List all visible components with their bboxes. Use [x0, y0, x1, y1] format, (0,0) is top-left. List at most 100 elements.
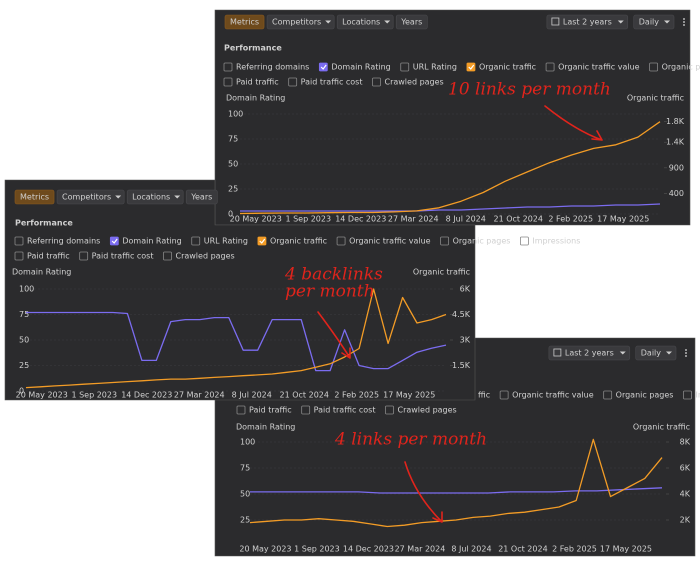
toolbar-button[interactable] — [224, 14, 265, 30]
toolbar-button[interactable] — [266, 14, 335, 30]
checkbox[interactable] — [683, 390, 692, 400]
checkbox-label: Paid traffic — [249, 406, 292, 415]
checkbox-label: Paid traffic cost — [314, 406, 376, 415]
x-tick-label: 21 Oct 2024 — [494, 215, 543, 224]
menu-dot — [685, 352, 687, 354]
toolbar-button[interactable] — [185, 189, 218, 205]
interval-button[interactable] — [633, 14, 675, 30]
series-line — [249, 438, 663, 528]
left-axis-title: Domain Rating — [226, 94, 285, 103]
checkbox[interactable] — [372, 77, 381, 87]
y-tick-label: 75 — [19, 310, 29, 319]
dropdown-caret — [174, 195, 181, 199]
annotation-arrow — [404, 461, 443, 523]
checkbox-label: Organic traffic value — [558, 63, 640, 72]
checkbox-label: Referring domains — [27, 237, 100, 246]
x-tick-label: 1 Sep 2023 — [71, 391, 117, 400]
toolbar-button[interactable] — [126, 189, 184, 205]
panel-background — [4, 179, 476, 401]
checkbox[interactable] — [223, 62, 233, 72]
annotation: per month — [285, 282, 375, 302]
menu-dot — [683, 24, 685, 26]
checkbox[interactable] — [79, 251, 89, 261]
menu-dot — [685, 349, 687, 351]
checkbox[interactable] — [163, 251, 172, 261]
toolbar-button[interactable] — [336, 14, 394, 30]
dropdown-caret — [664, 20, 670, 24]
right-axis-title: Organic traffic — [633, 423, 690, 432]
checkbox-label: URL Rating — [204, 237, 248, 246]
x-tick-label: 1 Sep 2023 — [285, 215, 331, 224]
checkbox-label: Impressions — [695, 391, 700, 400]
annotation: 4 links per month — [334, 430, 487, 450]
y2-tick-label: 1.5K — [452, 361, 471, 370]
y2-tick-label: 900 — [669, 163, 684, 172]
interval-button[interactable] — [635, 345, 677, 361]
check-mark — [259, 238, 266, 244]
checkbox[interactable] — [440, 236, 449, 246]
checkbox-label: Paid traffic cost — [301, 78, 363, 87]
checkbox[interactable] — [288, 77, 298, 87]
x-tick-label: 20 May 2023 — [16, 391, 68, 400]
check-mark — [468, 64, 475, 70]
checkbox[interactable] — [603, 390, 613, 400]
checkbox[interactable] — [385, 405, 394, 415]
checkbox[interactable] — [109, 236, 119, 246]
checkbox-label: Organic traffic — [270, 237, 327, 246]
dropdown-caret — [384, 20, 391, 24]
y2-tick-label: 3K — [460, 336, 471, 345]
checkbox[interactable] — [191, 236, 201, 246]
x-tick-label: 21 Oct 2024 — [498, 545, 547, 554]
toolbar-label: Locations — [342, 18, 380, 27]
checkbox[interactable] — [14, 251, 24, 261]
x-tick-label: 2 Feb 2025 — [552, 545, 597, 554]
toolbar-label: Metrics — [20, 193, 49, 202]
calendar-icon — [551, 17, 560, 26]
right-axis-title: Organic traffic — [627, 94, 684, 103]
right-axis-title: Organic traffic — [413, 268, 470, 277]
range-button[interactable] — [548, 345, 631, 361]
y2-tick-label: 2K — [680, 516, 691, 525]
range-button[interactable] — [546, 14, 629, 30]
checkbox-label: Paid traffic — [27, 252, 70, 261]
toolbar-button[interactable] — [395, 14, 428, 30]
checkbox[interactable] — [301, 405, 311, 415]
checkbox-label: Crawled pages — [384, 78, 443, 87]
checkbox-label: Organic pages — [453, 237, 511, 246]
checkbox-label: Organic traffic — [479, 63, 536, 72]
toolbar-label: Competitors — [62, 193, 111, 202]
checkbox[interactable] — [336, 236, 346, 246]
toolbar-label: Years — [190, 193, 212, 202]
checkbox[interactable] — [318, 62, 328, 72]
y2-tick-label: 4.5K — [452, 310, 471, 319]
left-axis-title: Domain Rating — [12, 268, 71, 277]
checkbox[interactable] — [649, 62, 658, 72]
toolbar-button[interactable] — [56, 189, 125, 205]
y-tick-label: 0 — [19, 387, 24, 396]
check-mark — [111, 238, 118, 244]
checkbox[interactable] — [223, 77, 233, 87]
y-tick-label: 100 — [19, 285, 34, 294]
checkbox[interactable] — [520, 236, 529, 246]
annotation: 4 backlinks — [284, 265, 383, 285]
checkbox[interactable] — [466, 62, 476, 72]
x-tick-label: 2 Feb 2025 — [334, 391, 379, 400]
y-tick-label: 25 — [228, 185, 238, 194]
checkbox[interactable] — [257, 236, 267, 246]
dropdown-caret — [617, 20, 624, 24]
x-tick-label: 20 May 2023 — [230, 215, 282, 224]
checkbox[interactable] — [499, 390, 509, 400]
checkbox[interactable] — [14, 236, 24, 246]
section-title: Performance — [224, 44, 282, 53]
checkbox[interactable] — [236, 405, 246, 415]
checkbox[interactable] — [545, 62, 555, 72]
x-tick-label: 27 Mar 2024 — [388, 215, 439, 224]
series-line — [250, 487, 663, 494]
x-tick-label: 2 Feb 2025 — [548, 215, 593, 224]
checkbox[interactable] — [400, 62, 410, 72]
series-line — [239, 121, 661, 215]
y2-tick-label: 6K — [460, 285, 471, 294]
calendar-icon — [553, 348, 562, 357]
toolbar-button[interactable] — [14, 189, 55, 205]
checkbox-label: Organic pages — [662, 63, 700, 72]
